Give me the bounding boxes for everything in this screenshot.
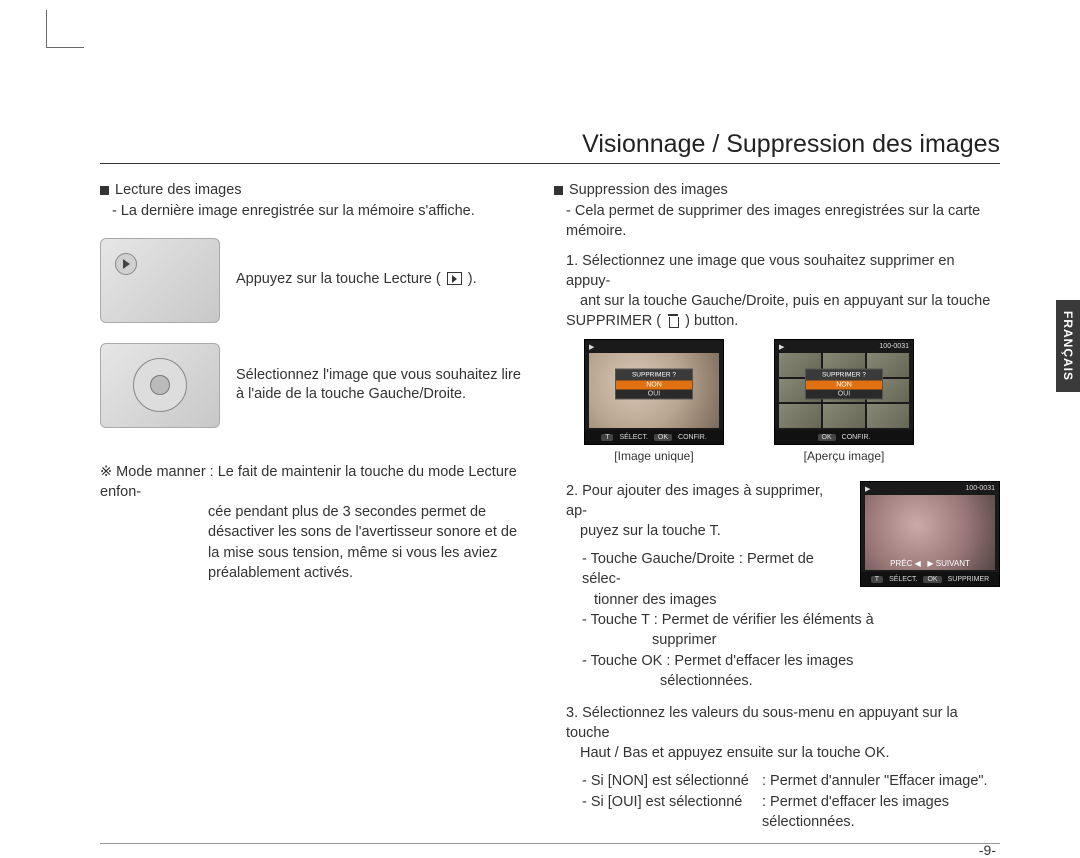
delete-dialog: SUPPRIMER ? NON OUI bbox=[805, 368, 883, 399]
caption-thumb: [Aperçu image] bbox=[774, 449, 914, 463]
bullet-icon bbox=[100, 186, 109, 195]
play-indicator-icon: ▶ bbox=[865, 485, 870, 493]
page-number: -9- bbox=[979, 842, 996, 858]
camera-back-illustration bbox=[100, 238, 220, 323]
screen-bottom-bar: OK CONFIR. bbox=[775, 430, 913, 444]
delete-step-1: 1. Sélectionnez une image que vous souha… bbox=[566, 251, 1000, 331]
section-heading-playback: Lecture des images bbox=[100, 182, 530, 198]
language-tab: FRANÇAIS bbox=[1056, 300, 1080, 392]
lcd-screen-single: ▶ SUPPRIMER ? NON OUI T SÉLECT. OK CONFI… bbox=[584, 339, 724, 445]
column-delete: Suppression des images - Cela permet de … bbox=[554, 182, 1000, 832]
caption-single: [Image unique] bbox=[584, 449, 724, 463]
camera-dpad-illustration bbox=[100, 343, 220, 428]
delete-step-3: 3. Sélectionnez les valeurs du sous-menu… bbox=[566, 703, 1000, 763]
dialog-option-oui: OUI bbox=[616, 389, 692, 398]
section-heading-delete: Suppression des images bbox=[554, 182, 1000, 198]
step1-text: Appuyez sur la touche Lecture ( ). bbox=[236, 270, 477, 290]
prev-next-labels: PRÉC ◀ ▶ SUIVANT bbox=[861, 559, 999, 568]
delete-dialog: SUPPRIMER ? NON OUI bbox=[615, 368, 693, 399]
crop-mark bbox=[46, 10, 84, 48]
screen-bottom-bar: T SÉLECT. OK SUPPRIMER bbox=[861, 572, 999, 586]
heading-text: Lecture des images bbox=[115, 182, 242, 198]
mode-manner-note: ※ Mode manner : Le fait de maintenir la … bbox=[100, 462, 530, 584]
page-title: Visionnage / Suppression des images bbox=[582, 130, 1000, 159]
dialog-option-oui: OUI bbox=[806, 389, 882, 398]
screen-thumb-wrap: ▶100-0031 SUPPRIMER ? NON OUI OK CONFIR. bbox=[774, 339, 914, 463]
trash-icon bbox=[667, 314, 679, 327]
play-indicator-icon: ▶ bbox=[779, 343, 784, 351]
heading-text: Suppression des images bbox=[569, 182, 728, 198]
dialog-option-non: NON bbox=[806, 380, 882, 389]
play-indicator-icon: ▶ bbox=[589, 343, 594, 351]
step3-oui: - Si [OUI] est sélectionné : Permet d'ef… bbox=[554, 792, 1000, 833]
delete-step-2-block: ▶100-0031 PRÉC ◀ ▶ SUIVANT T SÉLECT. OK … bbox=[554, 481, 1000, 691]
play-button-icon bbox=[115, 253, 137, 275]
title-bar: Visionnage / Suppression des images bbox=[100, 130, 1000, 164]
step3-non: - Si [NON] est sélectionné : Permet d'an… bbox=[554, 771, 1000, 791]
screen-single-wrap: ▶ SUPPRIMER ? NON OUI T SÉLECT. OK CONFI… bbox=[584, 339, 724, 463]
step2-bullet-2: - Touche T : Permet de vérifier les élém… bbox=[554, 610, 1000, 651]
manual-page: Visionnage / Suppression des images Lect… bbox=[100, 130, 1000, 832]
step2-bullet-3: - Touche OK : Permet d'effacer les image… bbox=[554, 651, 1000, 692]
play-icon bbox=[447, 272, 462, 285]
bullet-icon bbox=[554, 186, 563, 195]
playback-subtext: - La dernière image enregistrée sur la m… bbox=[112, 202, 530, 222]
lcd-screen-select: ▶100-0031 PRÉC ◀ ▶ SUIVANT T SÉLECT. OK … bbox=[860, 481, 1000, 587]
footer-rule bbox=[100, 843, 1000, 844]
lcd-screen-thumbnails: ▶100-0031 SUPPRIMER ? NON OUI OK CONFIR. bbox=[774, 339, 914, 445]
screen-select-wrap: ▶100-0031 PRÉC ◀ ▶ SUIVANT T SÉLECT. OK … bbox=[860, 481, 1000, 587]
step-row-1: Appuyez sur la touche Lecture ( ). bbox=[100, 238, 530, 323]
screen-examples-row: ▶ SUPPRIMER ? NON OUI T SÉLECT. OK CONFI… bbox=[584, 339, 1000, 463]
step-row-2: Sélectionnez l'image que vous souhaitez … bbox=[100, 343, 530, 428]
column-playback: Lecture des images - La dernière image e… bbox=[100, 182, 530, 832]
screen-bottom-bar: T SÉLECT. OK CONFIR. bbox=[585, 430, 723, 444]
delete-subtext: - Cela permet de supprimer des images en… bbox=[566, 202, 1000, 241]
dialog-option-non: NON bbox=[616, 380, 692, 389]
dpad-icon bbox=[133, 358, 187, 412]
step2-text: Sélectionnez l'image que vous souhaitez … bbox=[236, 366, 530, 405]
